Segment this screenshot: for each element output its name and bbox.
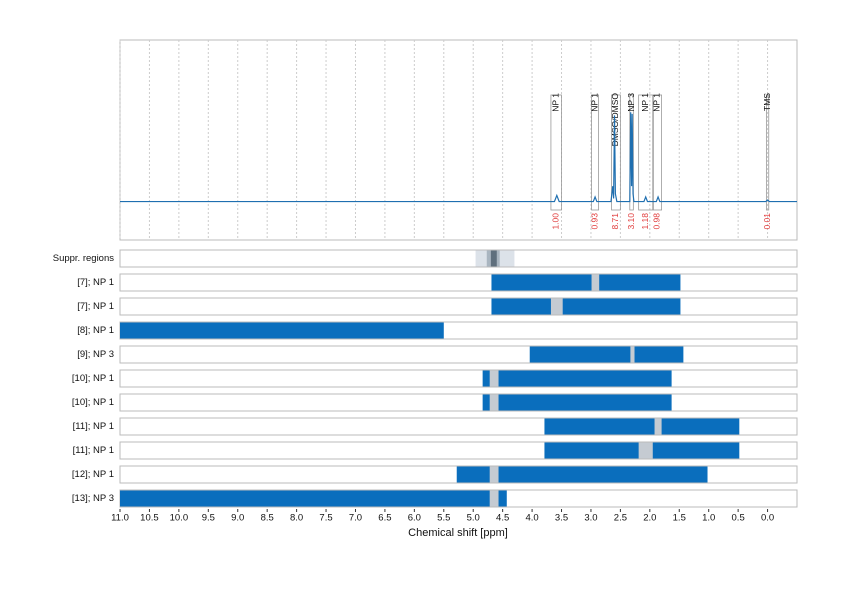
integral-label: 8.71 [610,213,620,230]
x-tick-label: 6.5 [378,513,391,524]
range-bar [529,346,684,363]
range-bar [482,370,672,387]
row-label: [13]; NP 3 [72,493,114,504]
x-tick-label: 9.0 [231,513,244,524]
x-tick-label: 2.5 [614,513,627,524]
range-bar [120,322,444,339]
row-frame [119,369,798,388]
region-label: TMS [762,93,772,111]
integration-region [611,94,621,211]
x-tick-label: 1.5 [673,513,686,524]
range-bar [456,466,708,483]
range-bar [120,490,507,507]
gap [630,346,635,363]
x-tick-label: 3.5 [555,513,568,524]
spectrum-line [120,112,797,203]
integration-region [550,94,562,211]
range-bar [491,298,681,315]
gap [489,490,499,507]
integral-label: 1.18 [640,213,650,230]
x-tick-label: 0.0 [761,513,774,524]
x-tick-label: 7.5 [319,513,332,524]
x-tick-label: 0.5 [732,513,745,524]
x-axis-label: Chemical shift [ppm] [408,527,508,539]
x-tick-label: 3.0 [584,513,597,524]
row-frame [119,273,798,292]
gap [489,466,499,483]
region-label: NP 1 [550,93,560,112]
spectrum-frame [119,39,798,241]
row-label: [11]; NP 1 [73,445,114,456]
integral-label: 1.00 [550,213,560,230]
x-tick-label: 6.0 [408,513,421,524]
x-tick-label: 7.0 [349,513,362,524]
row-label: [11]; NP 1 [73,421,114,432]
x-tick-label: 10.5 [140,513,159,524]
gap [591,274,600,291]
row-label: [8]; NP 1 [77,325,114,336]
gap [654,418,662,435]
gap [489,370,499,387]
integral-label: 0.01 [762,213,772,230]
row-label: [7]; NP 1 [77,277,114,288]
x-tick-label: 4.5 [496,513,509,524]
row-label: [12]; NP 1 [72,469,114,480]
row-frame [119,249,798,268]
x-tick-label: 11.0 [111,513,129,524]
integration-region [591,94,600,211]
range-bar [544,418,740,435]
row-frame [119,345,798,364]
row-frame [119,297,798,316]
integration-region [638,94,654,211]
region-label: NP 1 [640,93,650,112]
region-label: NP 3 [626,93,636,112]
x-tick-label: 5.0 [467,513,480,524]
region-label: NP 1 [652,93,662,112]
integration-region [652,94,663,211]
row-label: [10]; NP 1 [72,397,114,408]
row-label: [10]; NP 1 [72,373,114,384]
integration-region [765,94,770,211]
suppression-range [490,250,497,267]
x-tick-label: 8.5 [261,513,274,524]
x-tick-label: 4.0 [525,513,538,524]
x-tick-label: 5.5 [437,513,450,524]
range-bar [482,394,672,411]
integral-label: 0.93 [589,213,599,230]
row-label: [9]; NP 3 [77,349,114,360]
gap [489,394,499,411]
integral-label: 0.98 [652,213,662,230]
x-tick-label: 8.0 [290,513,303,524]
integral-label: 3.10 [626,213,636,230]
x-tick-label: 9.5 [202,513,215,524]
region-label: DMSO/DMSO [610,93,620,147]
gap [550,298,563,315]
x-tick-label: 1.0 [702,513,715,524]
row-label: [7]; NP 1 [77,301,114,312]
range-bar [491,274,681,291]
row-frame [119,393,798,412]
region-label: NP 1 [589,93,599,112]
x-tick-label: 10.0 [170,513,189,524]
gap [638,442,653,459]
row-label: Suppr. regions [53,253,115,264]
x-tick-label: 2.0 [643,513,656,524]
